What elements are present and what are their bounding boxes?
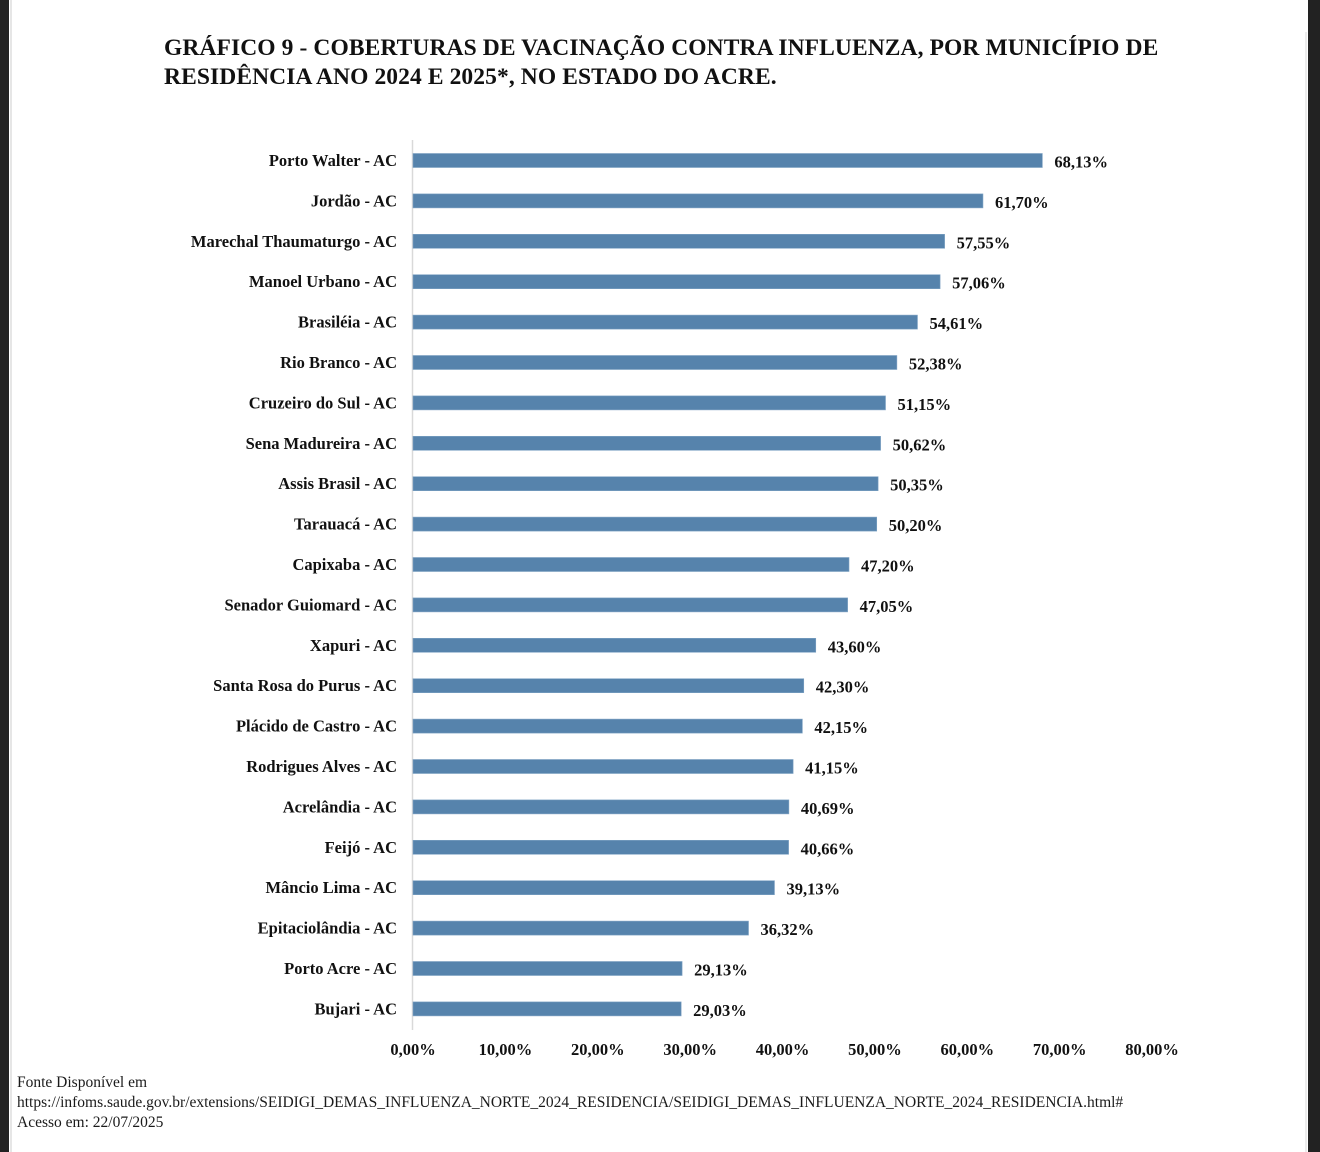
bar [412,435,881,451]
x-tick-label: 20,00% [571,1040,625,1059]
value-label: 50,20% [889,516,943,535]
category-label: Rio Branco - AC [280,353,397,372]
category-labels: Porto Walter - AC Jordão - AC Marechal Tha… [191,151,397,1018]
value-label: 47,05% [860,597,914,616]
category-label: Acrelândia - AC [283,797,397,816]
value-label: 29,13% [694,961,748,980]
x-tick-label: 60,00% [940,1040,994,1059]
chart-title: GRÁFICO 9 - COBERTURAS DE VACINAÇÃO CONT… [164,34,1254,92]
bar [412,1001,682,1017]
source-access-date: Acesso em: 22/07/2025 [17,1114,164,1131]
bar [412,274,941,290]
category-label: Jordão - AC [311,191,397,210]
chart-title-line-2: RESIDÊNCIA ANO 2024 E 2025*, NO ESTADO D… [164,64,777,90]
bar [412,193,984,209]
category-label: Rodrigues Alves - AC [246,757,397,776]
x-tick-label: 50,00% [848,1040,902,1059]
bar [412,557,850,572]
x-tick-label: 80,00% [1125,1040,1179,1059]
value-label: 36,32% [761,920,815,939]
category-label: Plácido de Castro - AC [236,717,397,736]
category-label: Marechal Thaumaturgo - AC [191,232,397,251]
value-labels: 68,13% 61,70% 57,55% 57,06% 54,61% 52,38% 51,1… [693,153,1108,1020]
value-label: 50,35% [890,476,944,495]
x-tick-label: 10,00% [479,1040,533,1059]
left-border [0,0,9,1152]
category-label: Xapuri - AC [310,636,397,655]
value-label: 50,62% [893,435,947,454]
category-label: Assis Brasil - AC [278,474,397,493]
value-label: 39,13% [786,880,840,899]
right-border [1308,0,1320,1152]
value-label: 40,66% [801,839,855,858]
bar [412,637,817,653]
value-label: 51,15% [897,395,951,414]
bar [412,476,879,492]
bar [412,961,683,976]
left-border-line [10,0,12,1152]
value-label: 68,13% [1054,153,1108,172]
category-label: Senador Guiomard - AC [224,595,397,614]
category-label: Capixaba - AC [292,555,397,574]
category-label: Mâncio Lima - AC [265,878,397,897]
bar [412,880,775,896]
value-label: 29,03% [693,1001,747,1020]
value-label: 47,20% [861,557,915,576]
bar [412,314,918,330]
value-label: 40,69% [801,799,855,818]
category-label: Manoel Urbano - AC [249,272,397,291]
category-label: Bujari - AC [315,999,398,1018]
x-tick-label: 40,00% [756,1040,810,1059]
value-label: 57,06% [952,274,1006,293]
value-label: 42,30% [816,678,870,697]
bar [412,718,803,734]
value-label: 52,38% [909,355,963,374]
category-label: Epitaciolândia - AC [258,919,397,938]
bar [412,597,848,613]
bar [412,395,886,411]
category-label: Feijó - AC [325,838,397,857]
bar [412,839,789,855]
value-label: 57,55% [957,233,1011,252]
bar [412,153,1043,168]
category-label: Porto Walter - AC [269,151,397,170]
category-label: Porto Acre - AC [284,959,397,978]
category-label: Brasiléia - AC [298,313,397,332]
category-label: Sena Madureira - AC [246,434,397,453]
bar [412,678,805,694]
value-label: 43,60% [828,637,882,656]
x-tick-labels: 0,00% 10,00% 20,00% 30,00% 40,00% 50,00% 60,00… [390,1040,1179,1059]
x-tick-label: 30,00% [663,1040,717,1059]
source-url: https://infoms.saude.gov.br/extensions/S… [17,1094,1124,1111]
source-label: Fonte Disponível em [17,1074,148,1091]
right-border-line [1305,32,1307,1152]
x-tick-label: 0,00% [390,1040,435,1059]
category-label: Tarauacá - AC [294,515,397,534]
value-label: 41,15% [805,759,859,778]
bar [412,516,878,532]
category-label: Santa Rosa do Purus - AC [213,676,397,695]
source-note: Fonte Disponível em https://infoms.saude… [17,1073,1123,1133]
bars-layer [412,153,1043,1017]
value-label: 42,15% [814,718,868,737]
x-tick-label: 70,00% [1033,1040,1087,1059]
bar [412,234,945,249]
bar [412,355,898,370]
bar [412,759,794,774]
bar [412,799,790,815]
value-label: 54,61% [929,314,983,333]
bar [412,920,749,936]
value-label: 61,70% [995,193,1049,212]
category-label: Cruzeiro do Sul - AC [249,393,397,412]
chart-title-line-1: GRÁFICO 9 - COBERTURAS DE VACINAÇÃO CONT… [164,35,1159,61]
